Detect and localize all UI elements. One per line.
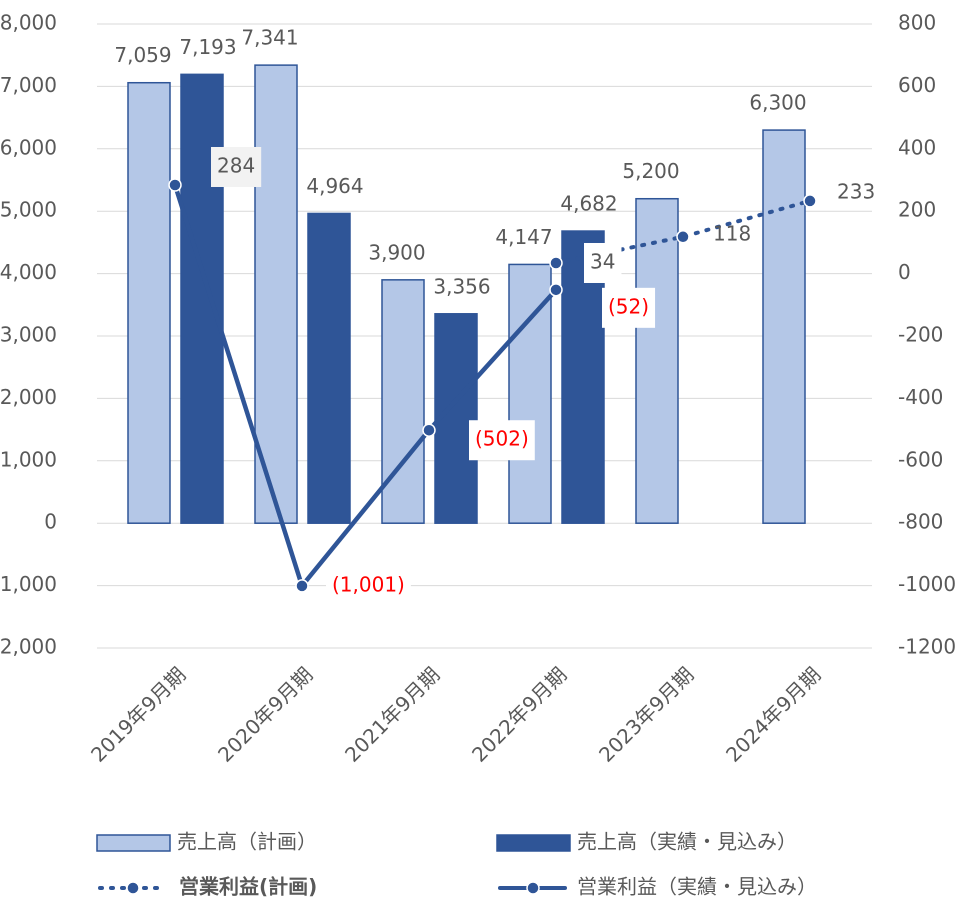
data-label: (502) [475, 427, 529, 451]
data-label-group: (1,001) [326, 565, 411, 606]
bar [635, 197, 679, 524]
y2-tick-label: 0 [898, 260, 911, 284]
x-tick-label: 2020年9月期 [213, 662, 317, 766]
y2-tick-label: -600 [898, 447, 943, 471]
bar [381, 279, 425, 524]
legend-label: 営業利益(計画) [179, 875, 317, 899]
line-marker [422, 423, 436, 437]
data-label-group: (502) [469, 420, 535, 461]
x-tick-label: 2024年9月期 [721, 662, 825, 766]
bar [307, 212, 351, 524]
data-label: 118 [713, 221, 751, 245]
y-tick-label: 2,000 [0, 385, 57, 409]
line-marker [803, 194, 817, 208]
y-tick-label: 6,000 [0, 135, 57, 159]
x-tick-label: 2023年9月期 [594, 662, 698, 766]
bar [508, 263, 552, 524]
data-label-bg [469, 420, 535, 461]
y2-tick-label: -1200 [898, 635, 956, 659]
bar-value-label: 4,147 [495, 225, 552, 249]
y2-tick-label: 600 [898, 73, 936, 97]
y2-tick-label: 400 [898, 135, 936, 159]
data-label-group: 284 [211, 146, 262, 187]
bar [127, 81, 171, 524]
line [172, 182, 559, 591]
data-label-bg [211, 146, 262, 187]
data-label: 284 [217, 153, 255, 177]
y2-tick-label: -1000 [898, 572, 956, 596]
line-marker [676, 230, 690, 244]
line-marker [549, 283, 563, 297]
bar-value-label: 6,300 [749, 91, 806, 115]
bar [180, 73, 224, 524]
y2-tick-label: 200 [898, 198, 936, 222]
y2-tick-label: -800 [898, 510, 943, 534]
x-tick-label: 2022年9月期 [467, 662, 571, 766]
data-label: 233 [837, 179, 875, 203]
data-label-bg [602, 287, 656, 328]
bar-value-label: 7,059 [114, 43, 171, 67]
y-tick-label: 0 [44, 510, 57, 534]
y-tick-label: -1,000 [0, 572, 57, 596]
legend-label: 営業利益（実績・見込み） [577, 875, 817, 899]
y2-tick-label: -200 [898, 323, 943, 347]
bar-value-label: 3,900 [368, 240, 425, 264]
bar [762, 129, 806, 524]
x-tick-label: 2019年9月期 [86, 662, 190, 766]
y-tick-label: 5,000 [0, 198, 57, 222]
bar-value-label: 4,964 [306, 174, 363, 198]
data-label-group: (52) [602, 287, 656, 328]
y-tick-label: -2,000 [0, 635, 57, 659]
legend-marker [526, 881, 540, 895]
bar-value-label: 4,682 [560, 192, 617, 216]
bar-value-label: 7,341 [241, 26, 298, 50]
data-label-group: 34 [584, 242, 622, 283]
legend-label: 売上高（計画） [177, 830, 317, 854]
data-label-group: 118 [713, 221, 751, 245]
data-label: (52) [608, 294, 649, 318]
y2-tick-label: 800 [898, 11, 936, 35]
bar-value-label: 7,193 [179, 35, 236, 59]
data-label: 34 [590, 249, 615, 273]
data-label-bg [584, 242, 622, 283]
y2-tick-label: -400 [898, 385, 943, 409]
y-tick-label: 3,000 [0, 323, 57, 347]
line-marker [549, 256, 563, 270]
y-tick-label: 7,000 [0, 73, 57, 97]
legend-swatch [96, 834, 171, 852]
data-label: (1,001) [332, 572, 405, 596]
y-tick-label: 1,000 [0, 447, 57, 471]
bar-value-label: 3,356 [433, 274, 490, 298]
line-marker [295, 579, 309, 593]
x-tick-label: 2021年9月期 [340, 662, 444, 766]
data-label-bg [326, 565, 411, 606]
legend-swatch [496, 834, 571, 852]
line-marker [168, 178, 182, 192]
y-tick-label: 8,000 [0, 11, 57, 35]
data-label-group: 233 [837, 179, 875, 203]
bar-value-label: 5,200 [622, 159, 679, 183]
legend-marker [126, 881, 140, 895]
legend-label: 売上高（実績・見込み） [577, 830, 797, 854]
y-tick-label: 4,000 [0, 260, 57, 284]
bar [254, 64, 298, 524]
